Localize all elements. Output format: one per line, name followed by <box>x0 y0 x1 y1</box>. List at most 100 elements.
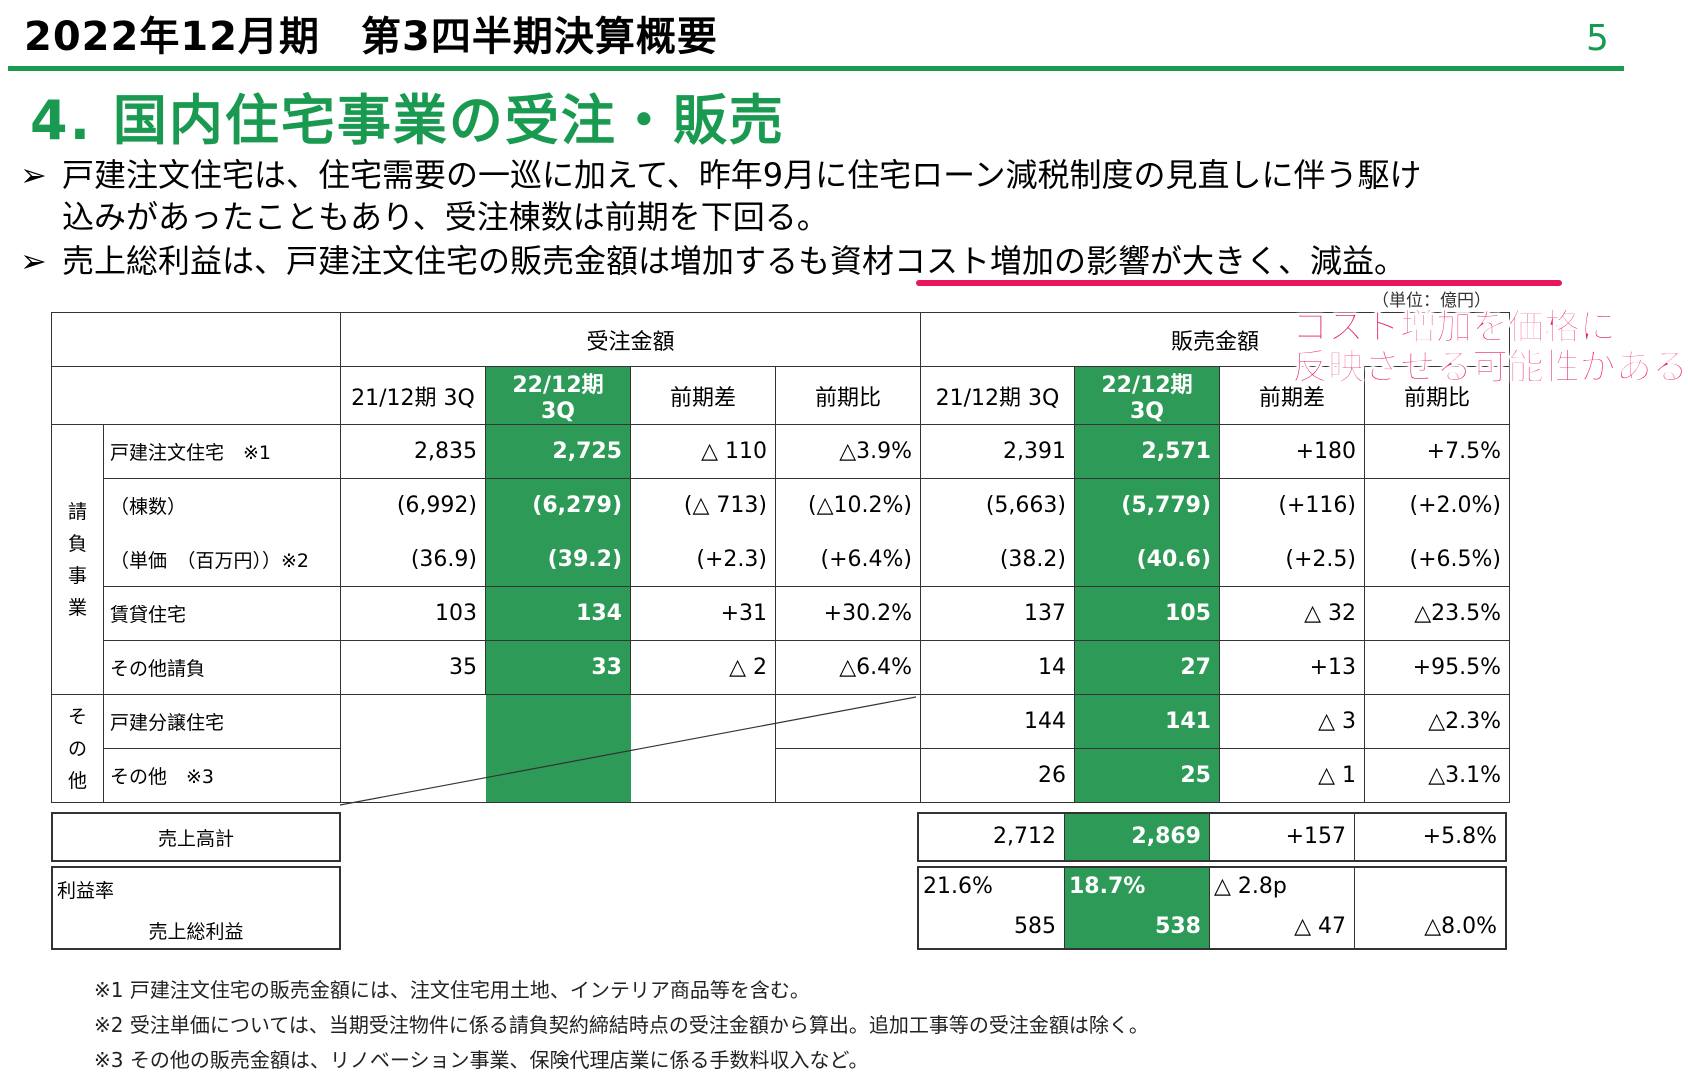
row-label: （棟数） <box>103 478 341 533</box>
value-cell: +180 <box>1219 424 1365 479</box>
col-header: 22/12期 3Q <box>1074 366 1220 425</box>
value-cell: △ 47 <box>1294 914 1346 939</box>
value-cell: △ 32 <box>1219 586 1365 641</box>
value-cell: (△ 713) <box>630 478 776 533</box>
col-header: 21/12期 3Q <box>920 366 1075 425</box>
row-label: 戸建注文住宅 ※1 <box>103 424 341 479</box>
table-row: （単価 （百万円））※2 (36.9) (39.2) (+2.3) (+6.4%… <box>52 532 1510 587</box>
profit-column: △ 2.8p △ 47 <box>1210 868 1355 948</box>
callout-annotation: コスト増加を価格に 反映させる可能性がある <box>1292 307 1688 388</box>
value-cell: 2,571 <box>1074 424 1220 479</box>
value-cell: △23.5% <box>1364 586 1510 641</box>
value-cell: 2,725 <box>485 424 631 479</box>
value-cell: +30.2% <box>775 586 921 641</box>
value-cell: 105 <box>1074 586 1220 641</box>
empty-cell <box>340 694 486 803</box>
profit-rate-value: 21.6% <box>923 874 993 899</box>
not-applicable-diagonal <box>340 696 916 806</box>
corner-cell <box>51 312 341 367</box>
value-cell: (+6.4%) <box>775 532 921 587</box>
value-cell: 35 <box>340 640 486 695</box>
arrow-bullet-icon: ➢ <box>20 156 47 194</box>
profit-column: △8.0% <box>1355 868 1505 948</box>
row-label: その他 ※3 <box>103 748 341 803</box>
table-row: 賃貸住宅 103 134 +31 +30.2% 137 105 △ 32 △23… <box>52 586 1510 641</box>
row-label: （単価 （百万円））※2 <box>103 532 341 587</box>
value-cell: △8.0% <box>1424 914 1497 939</box>
row-label: その他請負 <box>103 640 341 695</box>
value-cell: (6,279) <box>485 478 631 533</box>
value-cell: 25 <box>1074 748 1220 803</box>
value-cell: 26 <box>920 748 1075 803</box>
bullet-1-line-1: 戸建注文住宅は、住宅需要の一巡に加えて、昨年9月に住宅ローン減税制度の見直しに伴… <box>62 156 1422 194</box>
value-cell: (36.9) <box>340 532 486 587</box>
value-cell: +31 <box>630 586 776 641</box>
footnote-2: ※2 受注単価については、当期受注物件に係る請負契約締結時点の受注金額から算出。… <box>94 1013 1149 1037</box>
value-cell: (5,779) <box>1074 478 1220 533</box>
value-cell: △ 3 <box>1219 694 1365 749</box>
profit-rate-value: △ 2.8p <box>1214 874 1287 899</box>
section-label-ukeoi: 請 負 事 業 <box>51 424 104 695</box>
gross-profit-label: 売上総利益 <box>148 921 244 943</box>
sales-group-header: 販売金額 <box>920 312 1510 367</box>
col-header: 22/12期 3Q <box>485 366 631 425</box>
profit-rate-label: 利益率 <box>57 880 115 902</box>
table-row: 請 負 事 業 戸建注文住宅 ※1 2,835 2,725 △ 110 △3.9… <box>51 424 1510 695</box>
value-cell: +95.5% <box>1364 640 1510 695</box>
col-header: 前期差 <box>630 366 776 425</box>
value-cell: +157 <box>1210 814 1355 860</box>
unit-label: （単位：億円） <box>1372 291 1491 311</box>
profit-values-box: 21.6% 585 18.7% 538 △ 2.8p △ 47 △8.0% <box>917 866 1507 950</box>
table-row: （棟数） (6,992) (6,279) (△ 713) (△10.2%) (5… <box>52 478 1510 533</box>
value-cell: (6,992) <box>340 478 486 533</box>
value-cell: △3.9% <box>775 424 921 479</box>
profit-column: 18.7% 538 <box>1065 868 1210 948</box>
value-cell: 2,869 <box>1065 814 1210 860</box>
value-cell: (38.2) <box>920 532 1075 587</box>
value-cell: (39.2) <box>485 532 631 587</box>
bullet-2-line-1: 売上総利益は、戸建注文住宅の販売金額は増加するも資材コスト増加の影響が大きく、減… <box>62 242 1407 280</box>
col-header: 21/12期 3Q <box>340 366 486 425</box>
title-divider <box>8 66 1624 71</box>
profit-rate-value: 18.7% <box>1069 874 1146 899</box>
value-cell: +7.5% <box>1364 424 1510 479</box>
total-label-box: 売上高計 <box>51 812 341 862</box>
value-cell: 27 <box>1074 640 1220 695</box>
section-heading: 4. 国内住宅事業の受注・販売 <box>30 89 785 152</box>
footnote-1: ※1 戸建注文住宅の販売金額には、注文住宅用土地、インテリア商品等を含む。 <box>94 978 810 1002</box>
table-row: その他請負 35 33 △ 2 △6.4% 14 27 +13 +95.5% <box>52 640 1510 695</box>
table-row: そ の 他 戸建分譲住宅 144 141 △ 3 △2.3% <box>51 694 1510 803</box>
value-cell: +5.8% <box>1422 824 1497 849</box>
value-cell: 33 <box>485 640 631 695</box>
section-label-other: そ の 他 <box>51 694 104 803</box>
value-cell: (△10.2%) <box>775 478 921 533</box>
orders-group-header: 受注金額 <box>340 312 921 367</box>
profit-column: 21.6% 585 <box>919 868 1065 948</box>
value-cell: △2.3% <box>1364 694 1510 749</box>
value-cell: △ 1 <box>1219 748 1365 803</box>
value-cell: △ 2 <box>630 640 776 695</box>
value-cell: △6.4% <box>775 640 921 695</box>
value-cell: (+6.5%) <box>1364 532 1510 587</box>
arrow-bullet-icon: ➢ <box>20 242 47 280</box>
callout-line-2: 反映させる可能性がある <box>1292 347 1688 388</box>
footnote-3: ※3 その他の販売金額は、リノベーション事業、保険代理店業に係る手数料収入など。 <box>94 1048 869 1072</box>
value-cell: △3.1% <box>1364 748 1510 803</box>
value-cell: △ 110 <box>630 424 776 479</box>
value-cell: 585 <box>1014 914 1056 939</box>
col-header: 前期比 <box>775 366 921 425</box>
value-cell: 2,712 <box>919 814 1065 860</box>
value-cell: +13 <box>1219 640 1365 695</box>
value-cell: 2,835 <box>340 424 486 479</box>
value-cell: (5,663) <box>920 478 1075 533</box>
col-header: 前期差 <box>1219 366 1365 425</box>
value-cell: 141 <box>1074 694 1220 749</box>
bullet-1-line-2: 込みがあったこともあり、受注棟数は前期を下回る。 <box>62 198 829 236</box>
value-cell: 137 <box>920 586 1075 641</box>
empty-cell <box>485 694 631 803</box>
table-row: その他 ※3 26 25 △ 1 △3.1% <box>52 748 1510 803</box>
page-number: 5 <box>1586 18 1609 59</box>
value-cell: 2,391 <box>920 424 1075 479</box>
value-cell: 134 <box>485 586 631 641</box>
emphasis-underline <box>916 280 1562 286</box>
